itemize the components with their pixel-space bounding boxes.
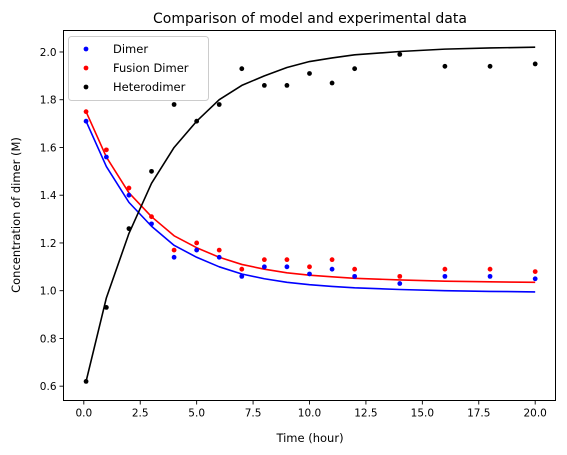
x-tick-label: 17.5 [467, 408, 490, 420]
dimer-point [442, 273, 448, 279]
y-axis: 0.6 0.8 1.0 1.2 1.4 1.6 1.8 2.0 [40, 47, 64, 393]
x-tick-label: 0.0 [75, 408, 92, 420]
dimer-point [126, 192, 132, 198]
y-tick-label: 1.0 [40, 286, 57, 298]
legend-label-fusion-dimer: Fusion Dimer [113, 61, 189, 75]
fusion-dimer-point [126, 185, 132, 191]
y-tick-label: 1.6 [40, 142, 57, 154]
dimer-point [239, 273, 245, 279]
y-tick-label: 1.4 [40, 190, 57, 202]
heterodimer-point [171, 102, 177, 107]
fusion-dimer-point [307, 264, 312, 270]
heterodimer-point [487, 63, 493, 69]
y-tick-label: 0.8 [40, 333, 57, 345]
x-tick-label: 20.0 [523, 408, 546, 420]
heterodimer-point [352, 66, 358, 72]
y-tick-label: 1.8 [40, 95, 57, 107]
model-curve-1 [85, 120, 536, 293]
x-tick-label: 2.5 [132, 408, 149, 420]
fusion-dimer-point [397, 273, 403, 279]
legend-label-heterodimer: Heterodimer [113, 80, 186, 94]
fusion-dimer-point [194, 240, 200, 246]
dimer-point [149, 221, 154, 227]
heterodimer-point [442, 63, 448, 69]
x-tick-label: 7.5 [245, 408, 262, 420]
legend: Dimer Fusion Dimer Heterodimer [68, 36, 209, 101]
legend-box [68, 36, 209, 101]
fusion-dimer-point [329, 257, 335, 263]
fusion-dimer-point [487, 266, 493, 272]
chart-title: Comparison of model and experimental dat… [153, 11, 467, 27]
dimer-point [329, 266, 335, 272]
dimer-point [307, 271, 312, 277]
heterodimer-point [261, 83, 267, 88]
dimer-point [83, 118, 89, 124]
legend-label-dimer: Dimer [113, 42, 148, 56]
dimer-point [103, 154, 109, 160]
heterodimer-point [284, 83, 290, 88]
fusion-dimer-point [171, 247, 177, 253]
heterodimer-point [103, 305, 109, 310]
heterodimer-point [83, 379, 89, 384]
dimer-point [532, 276, 538, 282]
x-axis-label: Time (hour) [275, 431, 343, 445]
plot-area [83, 46, 538, 384]
dimer-point [194, 247, 200, 253]
dimer-point [261, 264, 267, 270]
dimer-point [171, 254, 177, 260]
heterodimer-point [532, 61, 538, 67]
y-axis-label: Concentration of dimer (M) [9, 137, 23, 293]
x-tick-label: 5.0 [188, 408, 205, 420]
model-curve-3 [85, 46, 536, 382]
dimer-point [216, 254, 222, 260]
x-tick-label: 10.0 [298, 408, 321, 420]
heterodimer-point [126, 226, 132, 232]
heterodimer-point [397, 51, 403, 57]
dimer-point [397, 281, 403, 286]
dimer-point [284, 264, 290, 270]
y-tick-label: 0.6 [40, 381, 57, 393]
x-tick-label: 12.5 [354, 408, 377, 420]
heterodimer-point [307, 71, 312, 76]
fusion-dimer-point [239, 266, 245, 272]
fusion-dimer-point [216, 247, 222, 253]
heterodimer-point [149, 168, 154, 174]
y-tick-label: 2.0 [40, 47, 57, 59]
fusion-dimer-point [149, 214, 154, 220]
fusion-dimer-point [442, 266, 448, 272]
legend-marker-dimer [83, 46, 89, 52]
fusion-dimer-point [532, 269, 538, 274]
heterodimer-point [239, 66, 245, 72]
legend-marker-fusion-dimer [83, 65, 89, 71]
legend-marker-heterodimer [83, 84, 89, 90]
fusion-dimer-point [261, 257, 267, 263]
y-tick-label: 1.2 [40, 238, 57, 250]
heterodimer-point [329, 80, 335, 86]
fusion-dimer-point [284, 257, 290, 263]
dimer-point [487, 273, 493, 279]
heterodimer-point [194, 118, 200, 124]
x-tick-label: 15.0 [411, 408, 434, 420]
heterodimer-point [216, 102, 222, 107]
fusion-dimer-point [103, 147, 109, 153]
x-axis: 0.0 2.5 5.0 7.5 10.0 12.5 15.0 17.5 20.0 [75, 400, 547, 420]
fusion-dimer-point [352, 266, 358, 272]
dimer-point [352, 273, 358, 279]
fusion-dimer-point [83, 109, 89, 115]
